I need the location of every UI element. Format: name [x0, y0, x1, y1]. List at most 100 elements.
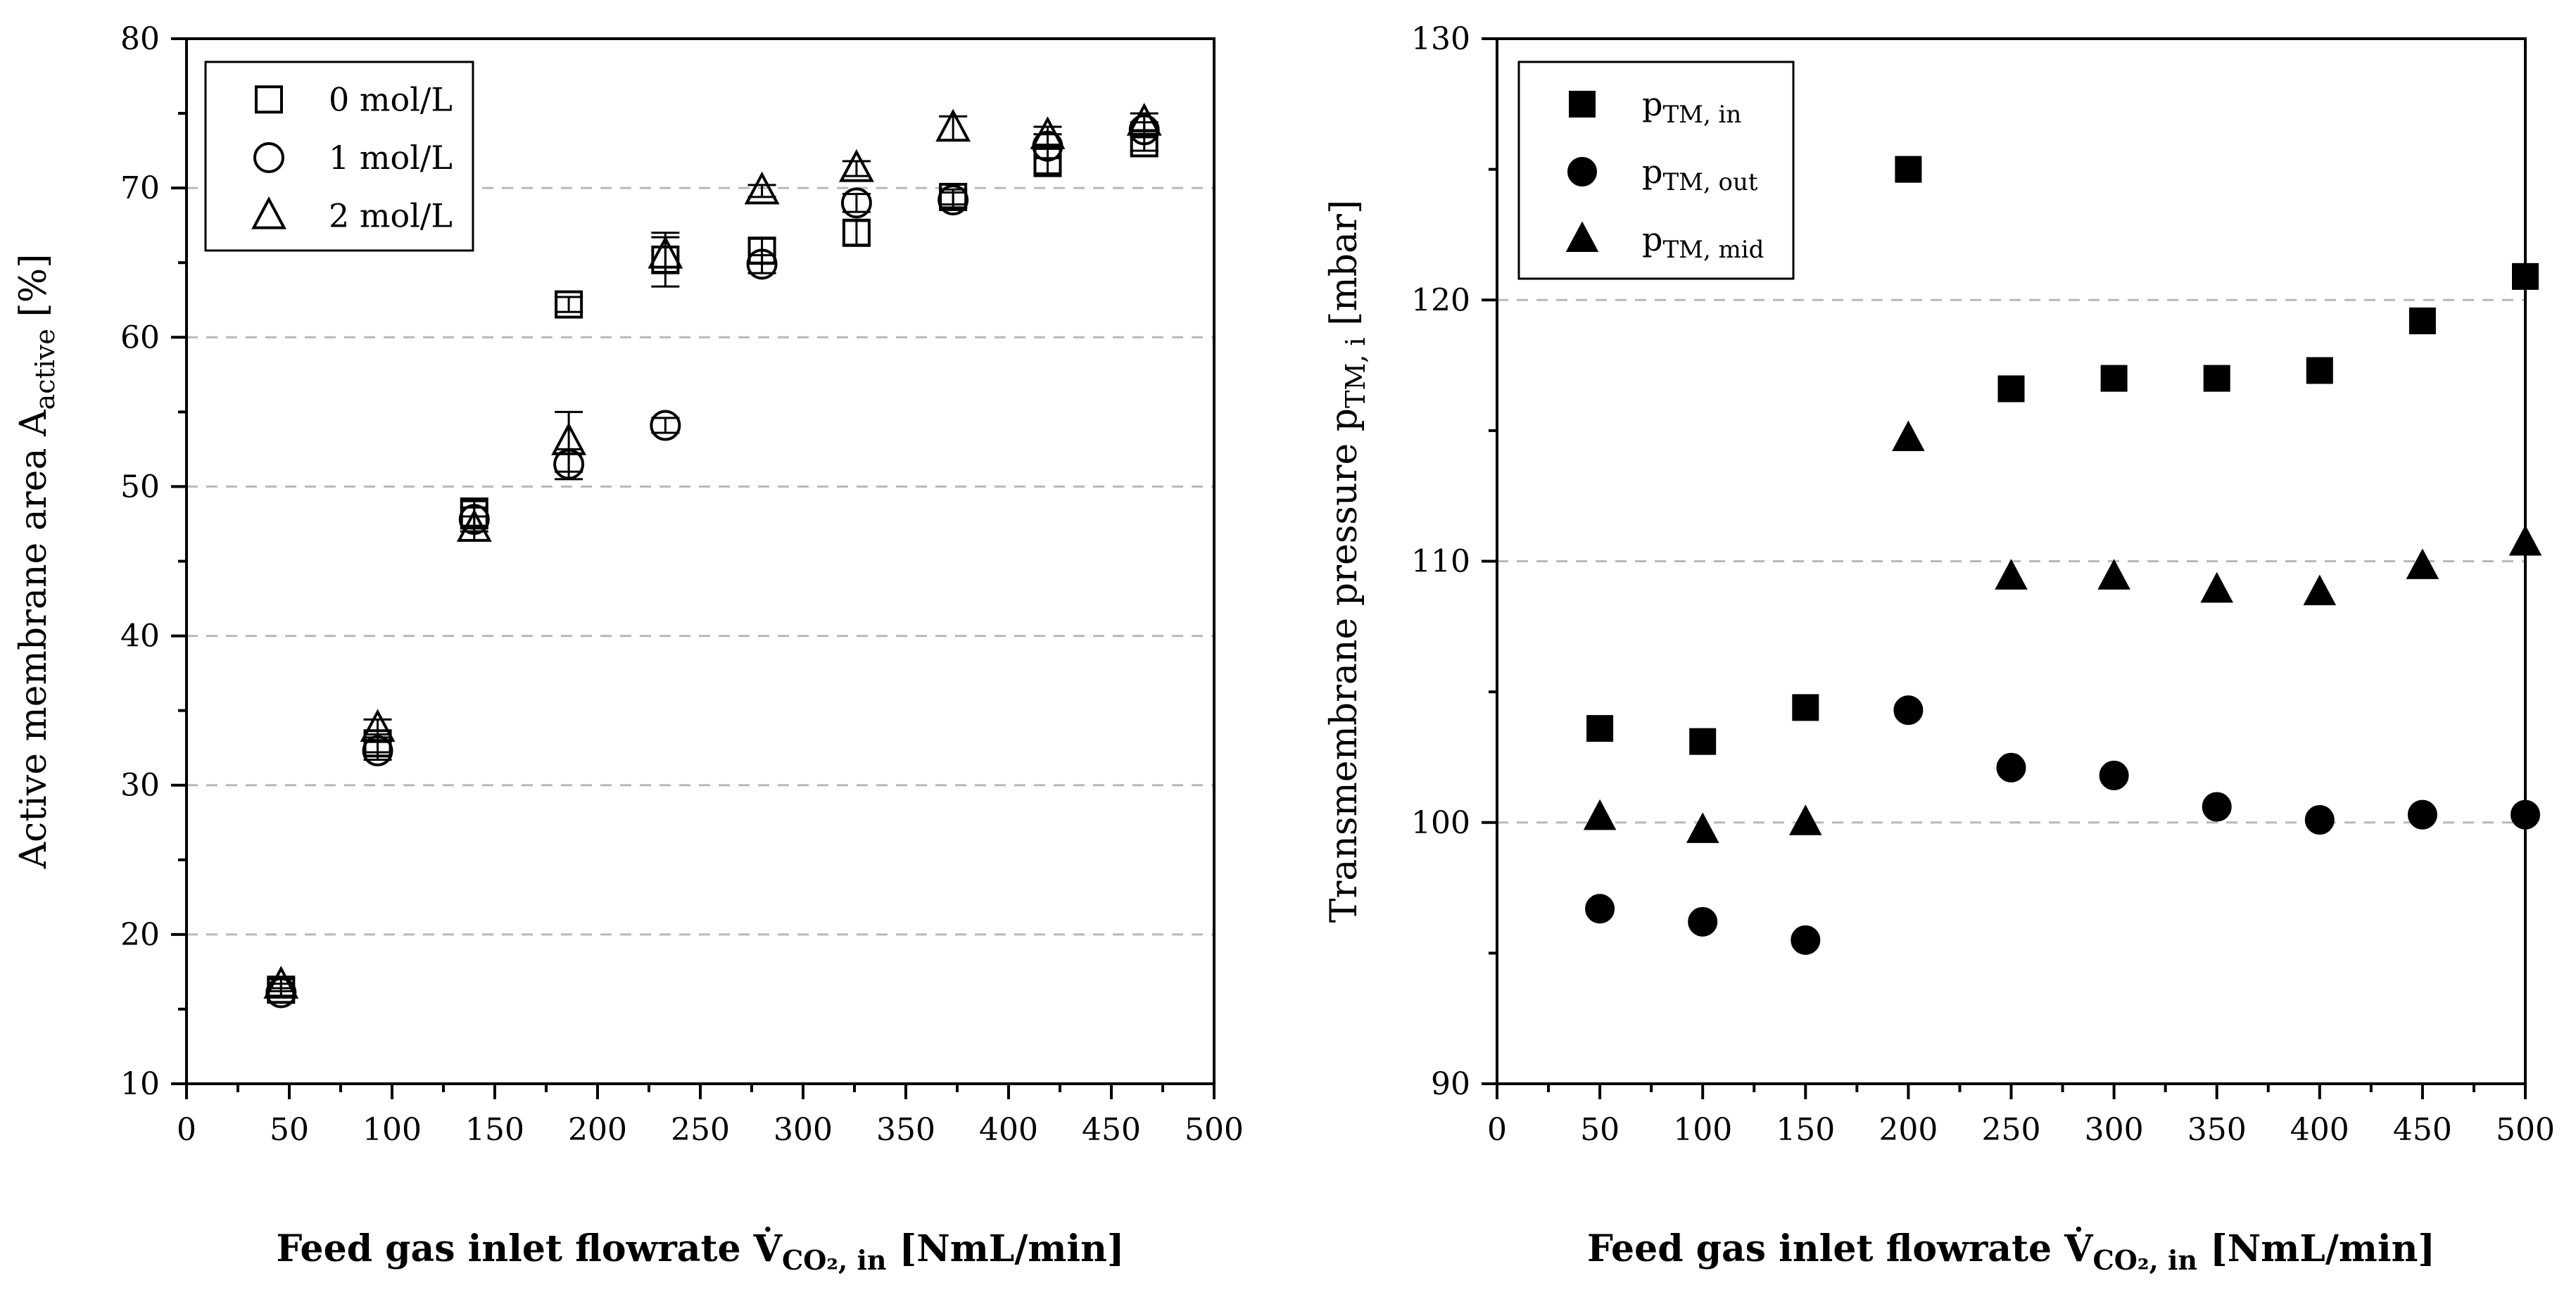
data-point [1997, 375, 2025, 403]
x-tick-label: 250 [671, 1112, 730, 1148]
data-point [1030, 116, 1066, 149]
data-point [551, 422, 587, 455]
series-triangle-filled [1583, 420, 2542, 843]
legend-label: pTM, in [1642, 85, 1741, 129]
chart-active-membrane-area: 10 20 30 40 50 60 70 80 0 50 100 150 200 250 300 350 400… [13, 21, 1244, 1276]
series-circle-filled [1585, 695, 2540, 955]
y-tick-label: 70 [120, 170, 160, 206]
data-marks [1583, 156, 2542, 955]
y-axis-title: Active membrane area Aactive [%] [13, 254, 61, 870]
x-tick-label: 150 [465, 1112, 524, 1148]
data-point [2100, 365, 2128, 392]
x-axis-title: Feed gas inlet flowrate V̇CO₂, in [NmL/m… [1587, 1227, 2435, 1276]
data-point [1791, 925, 1821, 955]
x-tick-label: 300 [774, 1112, 833, 1148]
data-point [2200, 571, 2233, 603]
series-square-filled [1586, 156, 2539, 755]
x-tick-label: 50 [1580, 1112, 1620, 1148]
data-point [2202, 792, 2232, 822]
x-tick-label: 400 [2290, 1112, 2349, 1148]
series-triangle-open [263, 103, 1162, 999]
data-point [1126, 103, 1162, 136]
y-tick-label: 130 [1411, 21, 1470, 57]
y-tick-label: 120 [1411, 282, 1470, 318]
axis-ticks: 10 20 30 40 50 60 70 80 0 50 100 150 200 250 300 350 400… [120, 21, 1244, 1148]
data-point [1689, 728, 1717, 755]
data-point [744, 171, 780, 205]
data-point [842, 218, 871, 247]
data-point [555, 290, 583, 319]
data-point [1892, 420, 1925, 452]
y-tick-label: 110 [1411, 544, 1470, 580]
data-point [1895, 156, 1922, 183]
legend-marker [251, 196, 286, 229]
data-point [935, 108, 971, 142]
data-point [1893, 695, 1924, 726]
data-point [1995, 559, 2028, 590]
data-point [1686, 812, 1719, 843]
y-tick-label: 100 [1411, 805, 1470, 841]
axis-ticks: 90 100 110 120 130 0 50 100 150 200 250 300 350 400 45… [1411, 21, 2555, 1148]
data-marks [263, 103, 1162, 1008]
legend-marker [1565, 221, 1599, 253]
data-point [746, 248, 778, 280]
y-tick-label: 40 [120, 619, 160, 654]
x-tick-label: 200 [1879, 1112, 1938, 1148]
x-tick-label: 400 [979, 1112, 1038, 1148]
chart-transmembrane-pressure: 90 100 110 120 130 0 50 100 150 200 250 300 350 400 45… [1323, 21, 2555, 1276]
data-point [650, 410, 681, 441]
x-tick-label: 250 [1982, 1112, 2041, 1148]
data-point [840, 187, 872, 219]
x-tick-label: 150 [1776, 1112, 1835, 1148]
data-point [1585, 894, 1615, 924]
data-point [2097, 559, 2130, 590]
legend-label: pTM, out [1642, 153, 1758, 196]
legend-box [204, 61, 474, 252]
data-point [360, 709, 396, 742]
x-tick-label: 0 [177, 1112, 196, 1148]
grid-lines [187, 186, 1214, 936]
legend-marker [253, 142, 284, 173]
x-tick-label: 450 [1082, 1112, 1141, 1148]
x-tick-label: 450 [2393, 1112, 2452, 1148]
data-point [263, 966, 299, 999]
legend: 0 mol/L 1 mol/L 2 mol/L [204, 61, 474, 252]
x-axis-title: Feed gas inlet flowrate V̇CO₂, in [NmL/m… [276, 1227, 1124, 1276]
data-point [2304, 805, 2335, 835]
legend-label: pTM, mid [1642, 220, 1764, 264]
data-point [2406, 548, 2439, 579]
data-point [2407, 799, 2437, 830]
data-point [1792, 694, 1819, 721]
y-tick-label: 60 [120, 319, 160, 355]
x-tick-label: 500 [1185, 1112, 1244, 1148]
x-tick-label: 50 [270, 1112, 309, 1148]
legend-box [1517, 61, 1795, 280]
y-tick-label: 50 [120, 469, 160, 505]
x-tick-label: 100 [362, 1112, 422, 1148]
data-point [1586, 715, 1614, 742]
legend-marker [255, 85, 283, 114]
data-point [937, 184, 969, 216]
x-tick-label: 200 [568, 1112, 627, 1148]
y-tick-label: 80 [120, 21, 160, 57]
x-tick-label: 300 [2085, 1112, 2144, 1148]
data-point [2203, 365, 2230, 392]
legend-label: 2 mol/L [329, 197, 453, 235]
x-tick-label: 0 [1487, 1112, 1507, 1148]
data-point [456, 509, 492, 542]
legend-marker [1569, 91, 1596, 118]
y-tick-label: 30 [120, 768, 160, 804]
data-point [2099, 760, 2129, 790]
x-tick-label: 500 [2496, 1112, 2555, 1148]
data-point [1583, 799, 1617, 830]
y-tick-label: 20 [120, 917, 160, 953]
x-tick-label: 100 [1673, 1112, 1732, 1148]
legend-marker [1567, 157, 1597, 186]
data-point [2408, 307, 2436, 334]
data-point [2306, 357, 2333, 384]
x-tick-label: 350 [876, 1112, 935, 1148]
data-point [1688, 906, 1718, 937]
data-point [648, 235, 683, 269]
y-tick-label: 10 [120, 1066, 160, 1102]
